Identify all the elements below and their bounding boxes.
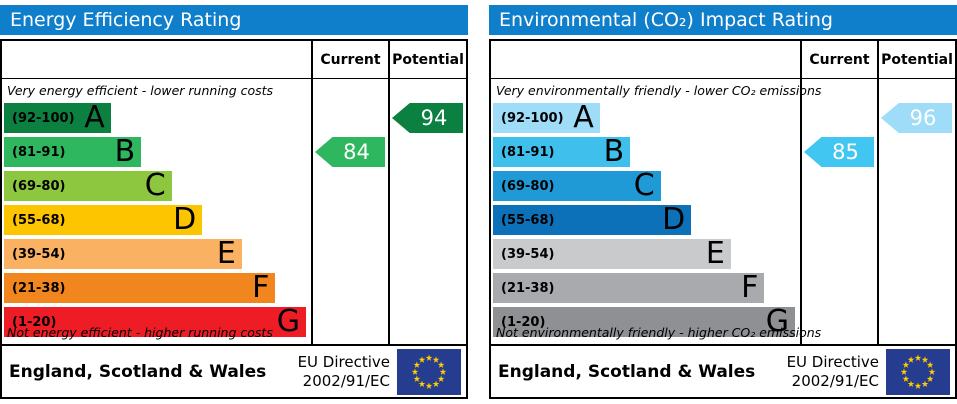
band-range-label: (39-54) — [501, 246, 555, 262]
eu-flag-icon — [397, 348, 461, 395]
environmental-top-caption: Very environmentally friendly - lower CO… — [496, 83, 822, 98]
environmental-band-b: (81-91) B — [493, 134, 631, 169]
energy-band-d: (55-68) D — [4, 202, 203, 237]
band-letter: D — [173, 202, 197, 237]
environmental-band-e: (39-54) E — [493, 239, 731, 269]
band-range-label: (55-68) — [12, 212, 66, 228]
energy-table-body: Very energy efficient - lower running co… — [2, 79, 466, 344]
energy-panel-title: Energy Efficiency Rating — [10, 9, 242, 31]
band-range-label: (21-38) — [12, 280, 66, 296]
band-range-label: (39-54) — [12, 246, 66, 262]
band-range-label: (69-80) — [501, 178, 555, 194]
energy-region-label: England, Scotland & Wales — [9, 361, 267, 382]
band-letter: F — [252, 270, 270, 305]
environmental-band-chart: Very environmentally friendly - lower CO… — [491, 79, 821, 344]
environmental-potential-column: 96 — [877, 79, 955, 344]
environmental-band-c: (69-80) C — [493, 171, 661, 201]
environmental-current-arrow: 85 — [804, 137, 874, 167]
energy-band-g: (1-20) G — [4, 307, 306, 337]
environmental-band-a: (92-100) A — [493, 103, 600, 133]
environmental-region-label: England, Scotland & Wales — [498, 361, 756, 382]
environmental-impact-panel: Environmental (CO₂) Impact Rating Curren… — [489, 0, 957, 404]
environmental-bands: (92-100) A (81-91) B (69-80) C (55-68) D (39… — [493, 103, 798, 341]
band-range-label: (1-20) — [501, 314, 546, 330]
band-range-label: (55-68) — [501, 212, 555, 228]
band-letter: G — [765, 304, 789, 339]
energy-eu-directive: EU Directive 2002/91/EC — [298, 353, 390, 391]
band-range-label: (1-20) — [12, 314, 57, 330]
environmental-potential-value: 96 — [909, 106, 937, 130]
band-letter: F — [741, 270, 759, 305]
environmental-band-f: (21-38) F — [493, 270, 765, 305]
environmental-eu-directive: EU Directive 2002/91/EC — [787, 353, 879, 391]
environmental-bottom-caption: Not environmentally friendly - higher CO… — [496, 325, 822, 340]
environmental-potential-column-header: Potential — [877, 41, 955, 78]
environmental-rating-table: Current Potential Very environmentally f… — [489, 39, 957, 399]
energy-bands: (92-100) A (81-91) B (69-80) C (55-68) D (39… — [4, 103, 309, 341]
band-letter: G — [276, 304, 300, 339]
band-letter: A — [84, 100, 105, 135]
band-letter: D — [662, 202, 686, 237]
environmental-current-value: 85 — [832, 140, 859, 164]
energy-potential-value: 94 — [420, 106, 448, 130]
energy-top-caption: Very energy efficient - lower running co… — [7, 83, 274, 98]
energy-title-bar: Energy Efficiency Rating — [0, 5, 468, 35]
energy-band-a: (92-100) A — [4, 103, 111, 133]
environmental-band-g: (1-20) G — [493, 307, 795, 337]
energy-chart-column-spacer — [2, 41, 311, 78]
band-range-label: (69-80) — [12, 178, 66, 194]
energy-potential-column-header: Potential — [388, 41, 466, 78]
environmental-current-column: 85 — [800, 79, 877, 344]
band-letter: A — [573, 100, 594, 135]
environmental-panel-title: Environmental (CO₂) Impact Rating — [499, 9, 833, 31]
energy-bottom-caption: Not energy efficient - higher running co… — [7, 325, 273, 340]
energy-band-e: (39-54) E — [4, 239, 242, 269]
band-letter: B — [603, 134, 625, 169]
energy-band-f: (21-38) F — [4, 270, 276, 305]
band-range-label: (81-91) — [12, 144, 66, 160]
energy-current-value: 84 — [343, 140, 370, 164]
band-letter: E — [216, 236, 236, 271]
energy-band-b: (81-91) B — [4, 134, 142, 169]
environmental-table-body: Very environmentally friendly - lower CO… — [491, 79, 955, 344]
band-letter: C — [144, 168, 166, 203]
environmental-chart-column-spacer — [491, 41, 800, 78]
energy-efficiency-panel: Energy Efficiency Rating Current Potenti… — [0, 0, 468, 404]
energy-footer: England, Scotland & Wales EU Directive 2… — [2, 344, 466, 397]
band-range-label: (92-100) — [501, 110, 564, 126]
environmental-band-d: (55-68) D — [493, 202, 692, 237]
band-letter: E — [705, 236, 725, 271]
band-letter: B — [114, 134, 136, 169]
environmental-potential-arrow: 96 — [881, 103, 952, 133]
eu-directive-line2: 2002/91/EC — [302, 371, 390, 390]
eu-flag-icon — [886, 348, 950, 395]
energy-rating-table: Current Potential Very energy efficient … — [0, 39, 468, 399]
environmental-current-column-header: Current — [800, 41, 877, 78]
band-range-label: (92-100) — [12, 110, 75, 126]
eu-directive-line2: 2002/91/EC — [791, 371, 879, 390]
band-range-label: (81-91) — [501, 144, 555, 160]
energy-current-column: 84 — [311, 79, 388, 344]
band-letter: C — [633, 168, 655, 203]
environmental-footer: England, Scotland & Wales EU Directive 2… — [491, 344, 955, 397]
energy-current-column-header: Current — [311, 41, 388, 78]
eu-directive-line1: EU Directive — [786, 352, 879, 371]
energy-table-header: Current Potential — [2, 41, 466, 79]
band-range-label: (21-38) — [501, 280, 555, 296]
energy-potential-column: 94 — [388, 79, 466, 344]
energy-band-c: (69-80) C — [4, 171, 172, 201]
energy-current-arrow: 84 — [315, 137, 385, 167]
environmental-table-header: Current Potential — [491, 41, 955, 79]
energy-band-chart: Very energy efficient - lower running co… — [2, 79, 311, 344]
eu-directive-line1: EU Directive — [297, 352, 390, 371]
energy-potential-arrow: 94 — [392, 103, 463, 133]
environmental-title-bar: Environmental (CO₂) Impact Rating — [489, 5, 957, 35]
